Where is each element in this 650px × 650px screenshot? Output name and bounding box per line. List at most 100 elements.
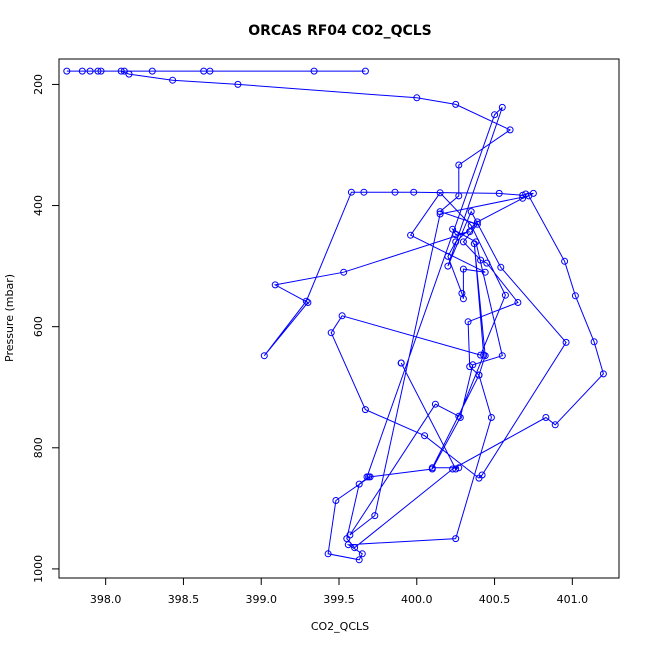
x-tick-label: 399.0 [245, 593, 277, 606]
data-point [459, 238, 467, 246]
data-point [97, 67, 105, 75]
data-point [358, 550, 366, 558]
data-point [444, 252, 452, 260]
data-point [407, 231, 415, 239]
data-point [470, 240, 478, 248]
data-point [519, 194, 527, 202]
chart-title: ORCAS RF04 CO2_QCLS [248, 23, 432, 39]
data-point [599, 370, 607, 378]
data-point [498, 352, 506, 360]
data-point [491, 111, 499, 119]
y-tick-label: 800 [32, 437, 45, 458]
y-tick-label: 1000 [32, 555, 45, 583]
data-point [469, 361, 477, 369]
data-point [452, 231, 460, 239]
data-point [304, 299, 312, 306]
data-point [361, 406, 369, 414]
data-point [478, 471, 486, 479]
data-point [444, 262, 452, 270]
data-point [481, 268, 489, 276]
data-point [360, 188, 368, 196]
data-point [452, 465, 460, 473]
data-point [449, 225, 457, 233]
data-point [481, 352, 489, 360]
data-point [302, 297, 310, 305]
x-tick-label: 398.0 [90, 593, 122, 606]
x-axis-label: CO2_QCLS [311, 620, 369, 633]
data-point [501, 291, 509, 299]
data-point [459, 265, 467, 273]
data-point [94, 67, 102, 75]
x-tick-label: 400.5 [479, 593, 511, 606]
data-point [514, 299, 522, 306]
data-point [365, 473, 373, 481]
data-point [436, 208, 444, 216]
data-point [561, 257, 569, 265]
data-point [125, 70, 133, 78]
data-point [431, 400, 439, 408]
data-point [477, 256, 485, 264]
data-point [467, 222, 475, 229]
data-point [472, 238, 480, 246]
data-point [473, 218, 481, 226]
data-point [63, 67, 71, 75]
data-point [590, 338, 598, 346]
data-point [455, 464, 463, 472]
data-point [78, 67, 86, 75]
data-point [347, 188, 355, 196]
data-point [459, 295, 467, 303]
data-point [413, 94, 421, 102]
data-point [464, 318, 472, 326]
x-axis: 398.0 398.5 399.0 399.5 400.0 400.5 401.0 [90, 578, 588, 606]
data-point [361, 67, 369, 75]
data-point [498, 103, 506, 111]
data-point [436, 189, 444, 197]
data-point [467, 208, 475, 216]
y-axis-label: Pressure (mbar) [3, 274, 16, 362]
data-point [506, 126, 514, 134]
data-point [428, 464, 436, 472]
data-point [455, 412, 463, 420]
data-point [452, 238, 460, 246]
x-tick-label: 401.0 [557, 593, 589, 606]
data-point [206, 67, 214, 75]
data-point [117, 67, 125, 75]
plot-series [63, 67, 607, 564]
data-point [397, 359, 405, 367]
data-point [86, 67, 94, 75]
data-point [562, 338, 570, 346]
data-point [455, 161, 463, 169]
data-point [148, 67, 156, 75]
data-point [542, 414, 550, 421]
data-point [410, 188, 418, 196]
x-tick-label: 399.5 [323, 593, 355, 606]
data-point [487, 414, 495, 421]
data-point [391, 188, 399, 196]
data-point [525, 192, 533, 200]
data-point [234, 80, 242, 88]
data-point [551, 421, 559, 429]
data-point [477, 351, 485, 359]
data-point [332, 497, 340, 504]
series-line [66, 70, 604, 561]
data-point [346, 531, 354, 539]
x-tick-label: 400.0 [401, 593, 433, 606]
y-tick-label: 600 [32, 316, 45, 337]
data-point [310, 67, 318, 75]
data-point [327, 329, 335, 337]
data-point [495, 189, 503, 197]
x-tick-label: 398.5 [168, 593, 200, 606]
data-point [338, 312, 346, 320]
data-point [436, 210, 444, 218]
data-point [571, 292, 579, 300]
data-point [351, 544, 359, 552]
data-point [452, 535, 460, 543]
data-point [324, 550, 332, 558]
data-point [355, 480, 363, 488]
data-point [260, 352, 268, 360]
data-point [497, 263, 505, 271]
data-point [452, 100, 460, 108]
y-tick-label: 400 [32, 195, 45, 216]
data-point [475, 371, 483, 379]
